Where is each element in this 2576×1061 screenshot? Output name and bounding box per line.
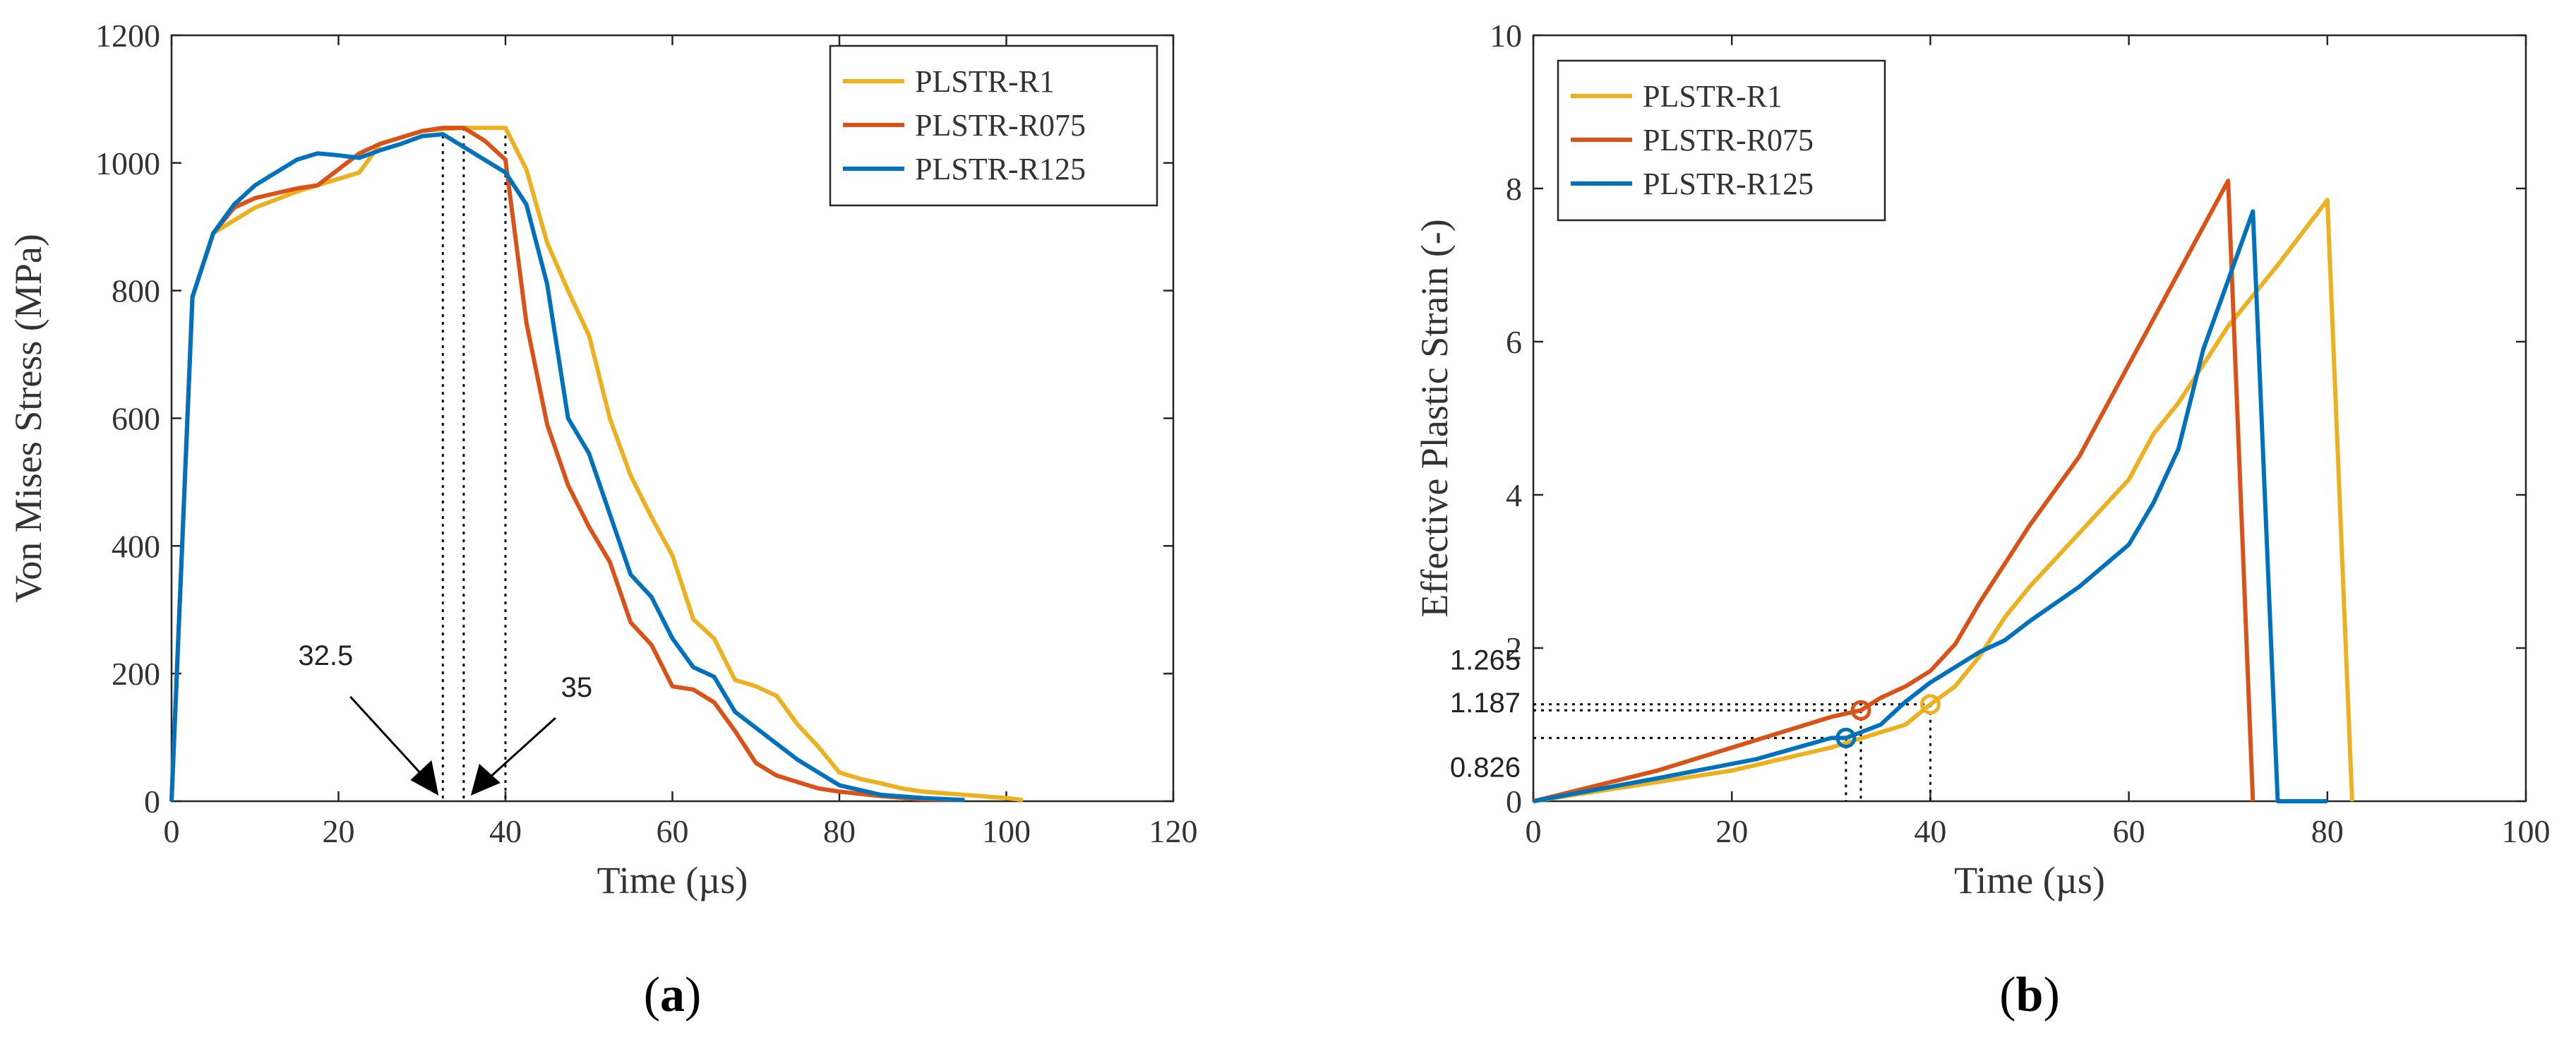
panel-a-y-tick-label: 800: [112, 273, 160, 309]
panel-a-annotation-label: 35: [561, 672, 593, 703]
panel-a-x-tick-label: 60: [657, 813, 689, 849]
panel-b-y-tick-label: 0: [1506, 784, 1522, 820]
panel-a-series-R075-line: [169, 126, 965, 803]
panel-b-legend-label-R125: PLSTR-R125: [1643, 167, 1814, 201]
panel-b-x-tick-label: 20: [1715, 813, 1748, 849]
panel-b-x-tick-label: 80: [2311, 813, 2344, 849]
panel-a-x-tick-label: 100: [982, 813, 1031, 849]
panel-a-y-tick-label: 600: [112, 401, 160, 437]
panel-b-x-tick-label: 0: [1526, 813, 1542, 849]
panel-a-x-tick-label: 0: [164, 813, 180, 849]
panel-a-y-axis-label: Von Mises Stress (MPa): [7, 234, 49, 603]
panel-a-legend-label-R125: PLSTR-R125: [915, 152, 1086, 186]
panel-a-x-tick-label: 120: [1149, 813, 1198, 849]
panel-b-y-tick-label: 8: [1506, 171, 1522, 207]
panel-b-legend-label-R075: PLSTR-R075: [1643, 123, 1814, 157]
panel-b-highlight-value-label: 0.826: [1450, 752, 1521, 783]
panel-a-y-tick-label: 0: [144, 784, 160, 820]
chart-panel-a: 0 20 40 60 80 100 120020040060080010001200Time…: [7, 18, 1198, 1022]
panel-a-y-tick-label: 400: [112, 528, 160, 564]
panel-a-annotation-arrow-shaft: [349, 695, 429, 783]
panel-b-highlight-marker-R075: [1850, 700, 1871, 721]
panel-a-annotation-label: 32.5: [298, 640, 353, 671]
panel-b-x-tick-label: 100: [2502, 813, 2551, 849]
panel-b-legend-label-R1: PLSTR-R1: [1643, 79, 1783, 114]
panel-b-y-tick-label: 4: [1506, 477, 1522, 513]
panel-a-x-tick-label: 20: [323, 813, 355, 849]
panel-b-y-tick-label: 2: [1506, 630, 1522, 666]
panel-a-y-tick-label: 200: [112, 656, 160, 692]
panel-a-annotation-arrow-head: [410, 760, 439, 796]
panel-b-x-tick-label: 40: [1914, 813, 1946, 849]
panel-a-x-tick-label: 80: [823, 813, 856, 849]
panel-a-panel-label: (a): [644, 968, 702, 1022]
panel-a-legend-label-R1: PLSTR-R1: [915, 64, 1055, 99]
panel-b-series-R1-line: [1533, 198, 2354, 803]
panel-b-panel-label: (b): [1999, 968, 2060, 1022]
panel-b-axes-box: [1532, 34, 2527, 803]
panel-b-highlight-value-label: 1.187: [1450, 688, 1521, 719]
panel-b-y-tick-label: 10: [1490, 18, 1522, 54]
chart-panel-b: 0 20 40 60 80 100 0 2 4 6 8 10 Time (µs) Effective Pl…: [1413, 18, 2551, 1022]
panel-a-y-tick-label: 1200: [95, 18, 160, 54]
panel-a-x-tick-label: 40: [489, 813, 522, 849]
panel-b-x-axis-label: Time (µs): [1954, 859, 2105, 901]
panel-a-y-tick-label: 1000: [95, 145, 160, 181]
panel-b-y-axis-label: Effective Plastic Strain (-): [1413, 219, 1456, 617]
panel-a-annotation-arrow-head: [470, 764, 501, 796]
panel-a-series-R125-line: [169, 132, 965, 803]
panel-b-x-tick-label: 60: [2113, 813, 2145, 849]
panel-a-series-R1-line: [169, 126, 1024, 803]
panel-a-annotation-arrow-shaft: [480, 717, 556, 786]
panel-a-legend-label-R075: PLSTR-R075: [915, 108, 1086, 143]
panel-b-highlight-value-label: 1.265: [1450, 645, 1521, 676]
panel-b-y-tick-label: 6: [1506, 324, 1522, 360]
panel-b-series-R075-line: [1533, 179, 2256, 803]
panel-b-highlight-marker-R1: [1919, 694, 1941, 715]
panel-a-x-axis-label: Time (µs): [597, 859, 748, 901]
panel-b-highlight-marker-R125: [1835, 727, 1857, 748]
